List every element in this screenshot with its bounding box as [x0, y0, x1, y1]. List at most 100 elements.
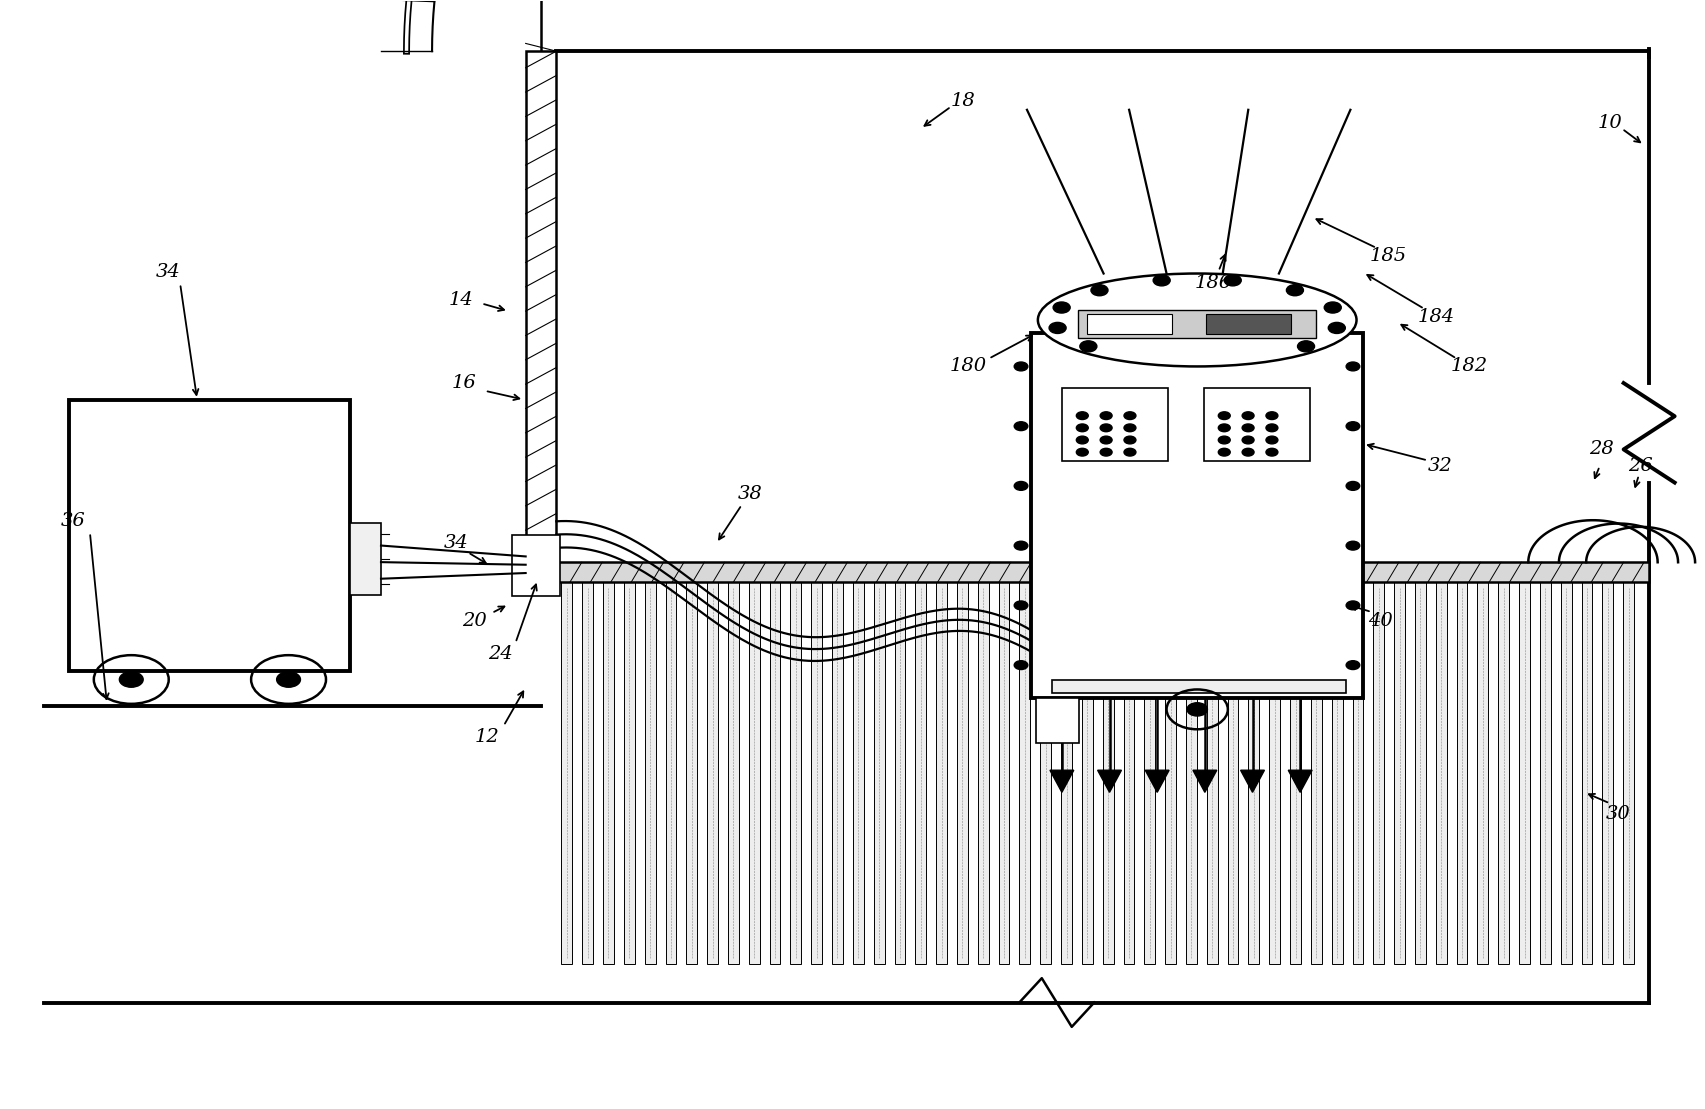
Circle shape [1153, 275, 1170, 286]
Bar [1519, 582, 1529, 964]
Circle shape [1243, 424, 1255, 431]
Polygon shape [1050, 771, 1074, 792]
Bar [1291, 582, 1301, 964]
Text: 184: 184 [1419, 307, 1454, 326]
Text: 18: 18 [951, 92, 975, 110]
Circle shape [1347, 601, 1361, 610]
Circle shape [1219, 424, 1231, 431]
Bar [832, 582, 842, 964]
Bar [1374, 582, 1384, 964]
Text: 32: 32 [1427, 457, 1453, 475]
Polygon shape [1146, 771, 1170, 792]
Bar [791, 582, 801, 964]
Bar [936, 582, 946, 964]
Bar [70, 399, 350, 671]
Text: 34: 34 [443, 535, 469, 552]
Bar [1037, 699, 1079, 743]
Polygon shape [1241, 771, 1265, 792]
Circle shape [1100, 424, 1112, 431]
Circle shape [1100, 436, 1112, 444]
Circle shape [1124, 448, 1136, 456]
Circle shape [1014, 661, 1028, 670]
Bar [748, 582, 760, 964]
Circle shape [1267, 424, 1277, 431]
Bar [1040, 582, 1050, 964]
Bar [812, 582, 822, 964]
Circle shape [1347, 421, 1361, 430]
Circle shape [1267, 436, 1277, 444]
Bar [1187, 582, 1197, 964]
Circle shape [1014, 362, 1028, 370]
Polygon shape [1289, 771, 1313, 792]
Circle shape [1286, 285, 1303, 296]
Circle shape [1347, 541, 1361, 550]
Circle shape [1243, 411, 1255, 419]
Text: 186: 186 [1195, 274, 1233, 293]
Text: 38: 38 [738, 485, 762, 502]
Bar [581, 582, 593, 964]
Bar [1499, 582, 1509, 964]
Circle shape [1100, 411, 1112, 419]
Text: 10: 10 [1598, 114, 1623, 132]
Circle shape [1325, 302, 1342, 313]
Circle shape [1267, 448, 1277, 456]
Bar [561, 582, 573, 964]
Bar [895, 582, 905, 964]
Circle shape [1328, 323, 1345, 334]
Circle shape [1124, 424, 1136, 431]
Circle shape [1014, 541, 1028, 550]
Circle shape [1014, 601, 1028, 610]
Bar [1582, 582, 1592, 964]
Circle shape [119, 672, 143, 688]
Bar [665, 582, 677, 964]
Bar [1311, 582, 1321, 964]
Circle shape [1049, 323, 1066, 334]
Circle shape [276, 672, 300, 688]
Circle shape [1076, 411, 1088, 419]
Bar [916, 582, 926, 964]
Circle shape [1219, 448, 1231, 456]
Bar [873, 582, 885, 964]
Circle shape [1187, 703, 1207, 716]
Bar [708, 582, 718, 964]
Text: 30: 30 [1606, 805, 1632, 824]
Bar [1204, 388, 1309, 461]
Circle shape [1124, 436, 1136, 444]
Bar [1623, 582, 1633, 964]
Text: 28: 28 [1589, 440, 1615, 458]
Bar [1144, 582, 1156, 964]
Bar [687, 582, 697, 964]
Text: 36: 36 [60, 512, 85, 530]
Text: 185: 185 [1371, 247, 1407, 265]
Bar [644, 582, 655, 964]
Polygon shape [1098, 771, 1122, 792]
Bar [728, 582, 738, 964]
Circle shape [1224, 275, 1241, 286]
Bar [1165, 582, 1176, 964]
Bar [1269, 582, 1280, 964]
Bar [1207, 582, 1217, 964]
Text: 16: 16 [452, 374, 477, 393]
Bar [1205, 315, 1291, 334]
Bar [1083, 582, 1093, 964]
Bar [1436, 582, 1446, 964]
Text: 182: 182 [1451, 357, 1487, 376]
Bar [1124, 582, 1134, 964]
Bar [1352, 582, 1364, 964]
Circle shape [1014, 481, 1028, 490]
Circle shape [1124, 411, 1136, 419]
Bar [852, 582, 864, 964]
Bar [1086, 315, 1171, 334]
Bar [1052, 680, 1347, 693]
Bar [1062, 388, 1168, 461]
Bar [1032, 334, 1364, 699]
Circle shape [1091, 285, 1108, 296]
Text: 24: 24 [488, 645, 513, 663]
Text: 14: 14 [448, 291, 474, 309]
Circle shape [1347, 661, 1361, 670]
Text: 180: 180 [950, 357, 987, 376]
Bar [999, 582, 1009, 964]
Bar [977, 582, 989, 964]
Ellipse shape [1038, 274, 1357, 366]
Text: 34: 34 [155, 264, 181, 282]
